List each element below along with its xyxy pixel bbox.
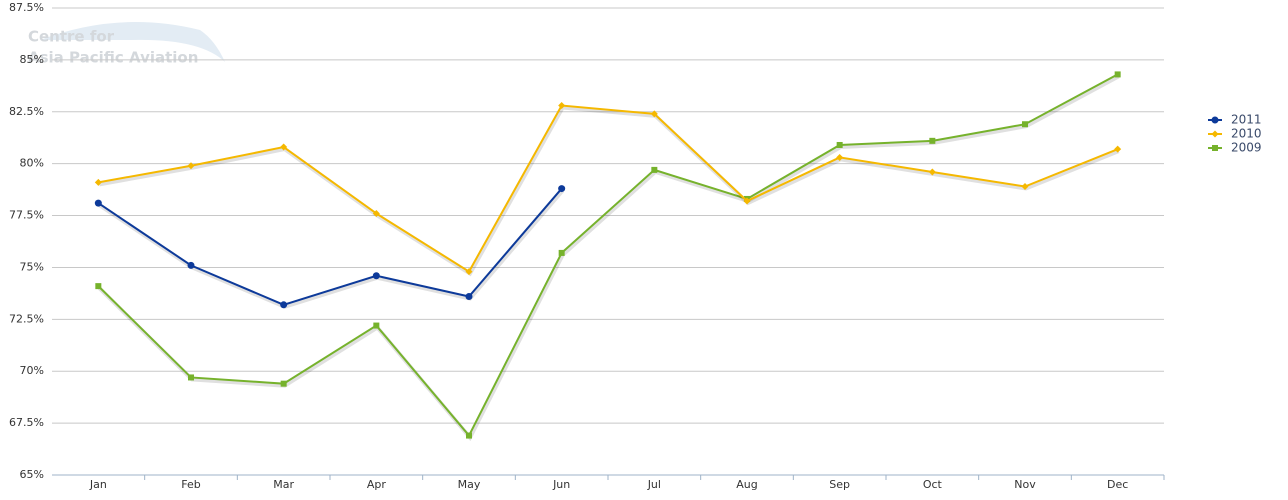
point: [558, 102, 566, 110]
point: [95, 283, 102, 290]
point: [465, 268, 473, 276]
y-tick-label: 72.5%: [9, 312, 44, 325]
point: [466, 432, 472, 439]
y-tick-label: 80%: [20, 157, 44, 170]
point: [1211, 116, 1219, 124]
point: [187, 162, 195, 170]
point: [836, 153, 844, 161]
x-tick-label: Jul: [647, 478, 661, 491]
x-tick-label: Oct: [923, 478, 943, 491]
point: [651, 166, 658, 173]
point: [465, 293, 473, 301]
y-tick-label: 77.5%: [9, 209, 44, 222]
watermark: Centre for: [28, 28, 115, 46]
point: [650, 110, 658, 118]
x-tick-label: Mar: [273, 478, 294, 491]
point: [929, 137, 936, 144]
watermark-logo: [40, 22, 225, 62]
line-shadow: [97, 74, 1120, 442]
y-tick-label: 70%: [20, 364, 44, 377]
point: [558, 249, 565, 256]
x-tick-label: Aug: [736, 478, 757, 491]
x-tick-label: Apr: [367, 478, 387, 491]
point: [743, 197, 751, 205]
point: [1211, 130, 1219, 138]
point: [188, 374, 194, 381]
x-tick-label: Feb: [181, 478, 200, 491]
y-tick-label: 75%: [20, 260, 44, 273]
point: [1114, 71, 1121, 78]
series-line: [98, 104, 1119, 274]
x-tick-label: Dec: [1107, 478, 1128, 491]
y-tick-label: 82.5%: [9, 105, 44, 118]
point: [928, 168, 936, 176]
x-tick-label: Jan: [89, 478, 107, 491]
point: [1114, 145, 1122, 153]
point: [1022, 121, 1028, 128]
x-tick-label: Nov: [1014, 478, 1036, 491]
point: [94, 178, 102, 186]
point: [280, 143, 288, 151]
x-tick-label: Jun: [552, 478, 570, 491]
point: [280, 380, 287, 387]
line-shadow: [98, 105, 1120, 277]
x-tick-label: Sep: [829, 478, 850, 491]
legend-label: 2010: [1231, 127, 1262, 141]
point: [372, 209, 380, 217]
point: [372, 272, 380, 280]
legend-label: 2011: [1231, 113, 1262, 127]
y-tick-label: 65%: [20, 468, 44, 481]
y-tick-label: 67.5%: [9, 416, 44, 429]
series-line: [97, 187, 563, 306]
point: [373, 322, 380, 329]
series-line: [97, 73, 1119, 438]
watermark: Asia Pacific Aviation: [28, 49, 198, 67]
point: [558, 185, 566, 193]
legend-label: 2009: [1231, 141, 1262, 155]
point: [280, 301, 288, 309]
point: [1021, 182, 1029, 190]
y-tick-label: 87.5%: [9, 1, 44, 14]
point: [836, 141, 843, 148]
point: [187, 261, 195, 269]
point: [94, 199, 102, 207]
line-shadow: [98, 189, 565, 309]
x-tick-label: May: [458, 478, 481, 491]
y-tick-label: 85%: [20, 53, 44, 66]
point: [1212, 145, 1218, 151]
